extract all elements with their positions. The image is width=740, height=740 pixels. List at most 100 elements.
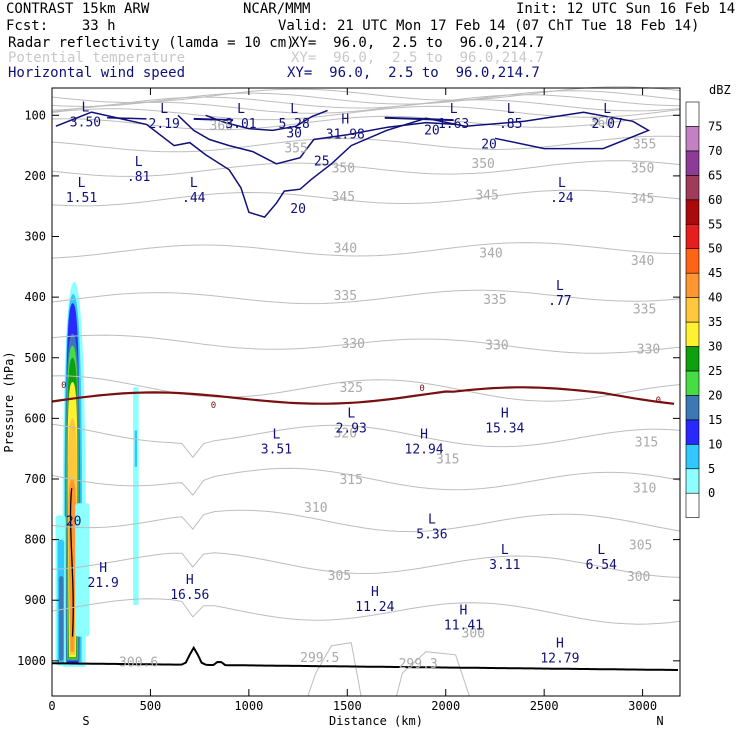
wind-streak-c xyxy=(384,116,454,122)
field-name-reflectivity: Radar reflectivity (lamda = 10 cm) xyxy=(8,35,295,51)
zero-dbz-label: 0 xyxy=(656,396,661,406)
theta-label: 360 xyxy=(210,119,233,134)
x-tick-label: 1000 xyxy=(234,699,263,713)
extremum-type: L xyxy=(82,100,90,115)
extremum-value: 21.9 xyxy=(88,576,119,591)
extremum-value: 5.36 xyxy=(416,527,447,542)
colorbar-swatch xyxy=(685,468,700,494)
theta-label: 315 xyxy=(436,453,459,468)
colorbar-swatch xyxy=(685,248,700,274)
x-tick-label: 2000 xyxy=(431,699,460,713)
extremum-value: 3.51 xyxy=(261,443,292,458)
extremum-value: 11.24 xyxy=(355,600,394,615)
y-tick-label: 300 xyxy=(24,230,46,244)
colorbar-swatch xyxy=(685,419,700,445)
theta-label: 360 xyxy=(590,116,613,131)
y-axis-label: Pressure (hPa) xyxy=(2,351,16,452)
colorbar-level-label: 30 xyxy=(708,340,722,354)
potential-temperature-layer xyxy=(51,86,681,697)
colorbar-level-label: 60 xyxy=(708,193,722,207)
y-tick-label: 1000 xyxy=(17,654,46,668)
colorbar-swatch xyxy=(685,297,700,323)
y-tick-label: 800 xyxy=(24,533,46,547)
field-xy-reflectivity: XY= 96.0, 2.5 to 96.0,214.7 xyxy=(291,35,544,51)
colorbar-level-label: 65 xyxy=(708,168,722,182)
extremum-type: L xyxy=(558,176,566,191)
theta-label: 345 xyxy=(475,188,498,203)
theta-label: 330 xyxy=(485,339,508,354)
colorbar-swatch xyxy=(685,492,700,518)
extremum-value: 15.34 xyxy=(485,421,524,436)
extremum-type: L xyxy=(190,176,198,191)
theta-label: 300 xyxy=(627,570,650,585)
colorbar-swatch xyxy=(685,443,700,470)
extremum-type: H xyxy=(420,428,428,443)
theta-label: 325 xyxy=(339,381,362,396)
theta-label: 355 xyxy=(633,137,656,152)
extremum-value: 12.94 xyxy=(405,443,444,458)
extremum-value: 11.41 xyxy=(444,618,483,633)
extremum-type: L xyxy=(501,543,509,558)
zero-dbz-contour xyxy=(51,386,675,405)
extremum-type: L xyxy=(347,406,355,421)
theta-label: 350 xyxy=(631,162,654,177)
extremum-type: L xyxy=(290,102,298,117)
colorbar-level-label: 15 xyxy=(708,413,722,427)
extremum-type: L xyxy=(603,102,611,117)
theta-label: 305 xyxy=(328,569,351,584)
wind-label: 20 xyxy=(66,514,82,529)
colorbar-unit: dBZ xyxy=(709,83,731,97)
colorbar-swatch xyxy=(685,150,700,176)
x-tick-label: 3000 xyxy=(628,699,657,713)
theta-label: 330 xyxy=(637,342,660,357)
colorbar-level-label: 20 xyxy=(708,388,722,402)
extremum-value: 6.54 xyxy=(586,558,617,573)
wind-speed-layer xyxy=(51,109,675,405)
title-center: NCAR/MMM xyxy=(243,1,311,17)
theta-label: 340 xyxy=(479,246,502,261)
theta-label: 315 xyxy=(339,473,362,488)
theta-label: 340 xyxy=(631,254,654,269)
colorbar-swatch xyxy=(685,126,700,152)
field-name-theta: Potential temperature xyxy=(8,50,186,66)
title-left: CONTRAST 15km ARW xyxy=(6,1,150,17)
theta-label: 330 xyxy=(341,337,364,352)
theta-label: 355 xyxy=(284,142,307,157)
colorbar-level-label: 75 xyxy=(708,119,722,133)
wind-streak-a xyxy=(107,116,147,120)
theta-label: 350 xyxy=(332,162,355,177)
wind-contour-25 xyxy=(177,114,456,165)
extremum-value: 31.98 xyxy=(326,127,365,142)
colorbar-swatch xyxy=(685,101,700,127)
y-tick-label: 600 xyxy=(24,411,46,425)
y-tick-label: 700 xyxy=(24,472,46,486)
theta-contour-16 xyxy=(51,552,681,578)
theta-contour-2 xyxy=(51,94,681,111)
wind-label: 20 xyxy=(424,123,440,138)
terrain-layer xyxy=(52,645,678,671)
extremum-type: L xyxy=(273,428,281,443)
extremum-type: L xyxy=(135,155,143,170)
wind-streak-b xyxy=(193,117,234,122)
colorbar-swatch xyxy=(685,175,700,201)
extremum-type: H xyxy=(556,637,564,652)
reflectivity-thin-column xyxy=(133,386,139,606)
y-tick-label: 100 xyxy=(24,108,46,122)
colorbar-level-label: 55 xyxy=(708,217,722,231)
theta-contour-10 xyxy=(51,289,681,305)
extremum-value: 5.28 xyxy=(278,117,309,132)
extremum-value: 3.50 xyxy=(70,115,101,130)
extremum-type: H xyxy=(501,406,509,421)
extremum-value: .85 xyxy=(499,117,522,132)
colorbar-level-label: 5 xyxy=(708,462,715,476)
north-end-label: N xyxy=(656,714,663,728)
colorbar-level-label: 35 xyxy=(708,315,722,329)
extremum-value: 12.79 xyxy=(540,652,579,667)
extremum-type: L xyxy=(78,176,86,191)
terrain-line xyxy=(52,645,678,671)
extremum-value: 2.19 xyxy=(149,117,180,132)
colorbar: 0 5 10 15 20 25 30 35 40 45 50 55 60 65 70 75 dBZ xyxy=(685,83,731,518)
colorbar-level-label: 45 xyxy=(708,266,722,280)
theta-label: 299.3 xyxy=(399,657,438,672)
